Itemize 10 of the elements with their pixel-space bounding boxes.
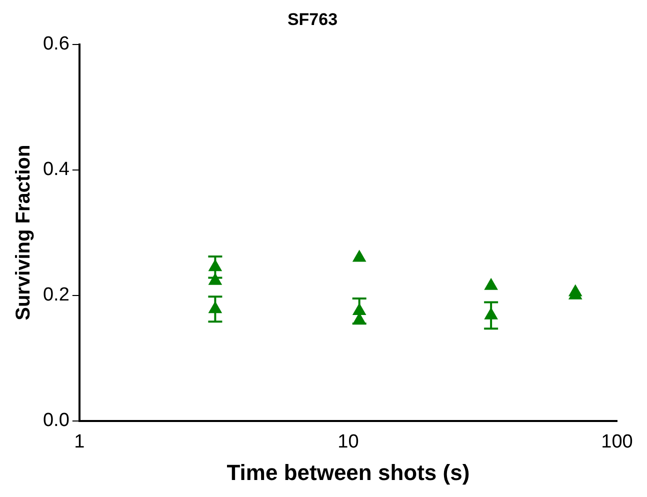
y-axis-title: Surviving Fraction — [12, 144, 35, 320]
x-tick-label: 100 — [601, 431, 633, 452]
x-axis-title: Time between shots (s) — [226, 460, 470, 485]
y-tick-label: 0.4 — [42, 159, 70, 180]
y-tick-label: 0.2 — [42, 284, 70, 306]
x-tick-label: 1 — [74, 431, 85, 452]
x-tick-label: 10 — [338, 431, 359, 452]
y-tick-label: 0.0 — [42, 410, 70, 432]
y-tick-label: 0.6 — [42, 34, 70, 55]
chart-title: SF763 — [287, 10, 338, 29]
